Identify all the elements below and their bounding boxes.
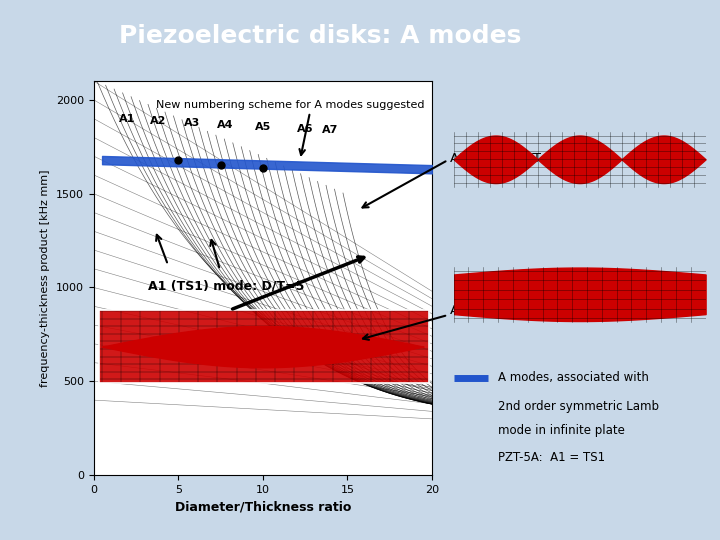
Text: A modes, associated with: A modes, associated with (498, 372, 649, 384)
Text: A5: A5 (255, 122, 271, 132)
Text: A2: A2 (150, 116, 166, 126)
Text: A1: A1 (120, 114, 135, 124)
Text: A6: A6 (297, 124, 313, 133)
Text: mode in infinite plate: mode in infinite plate (498, 423, 625, 436)
Text: Piezoelectric disks: A modes: Piezoelectric disks: A modes (120, 24, 522, 49)
X-axis label: Diameter/Thickness ratio: Diameter/Thickness ratio (175, 501, 351, 514)
Text: PZT-5A:  A1 = TS1: PZT-5A: A1 = TS1 (498, 451, 606, 464)
Text: A4: A4 (217, 120, 234, 130)
Text: A3: A3 (184, 118, 200, 128)
Bar (99, 310, 428, 383)
Text: A1 (TS1) mode: D/T=8: A1 (TS1) mode: D/T=8 (450, 303, 600, 316)
Text: A7: A7 (323, 125, 338, 136)
Text: 2nd order symmetric Lamb: 2nd order symmetric Lamb (498, 400, 660, 413)
Text: New numbering scheme for A modes suggested: New numbering scheme for A modes suggest… (156, 100, 424, 110)
Y-axis label: frequency-thickness product [kHz mm]: frequency-thickness product [kHz mm] (40, 170, 50, 387)
Text: A1 (TS1) mode: D/T=5: A1 (TS1) mode: D/T=5 (148, 279, 304, 292)
Bar (99, 310, 428, 383)
Text: A2 mode: D/T=10: A2 mode: D/T=10 (450, 152, 569, 165)
